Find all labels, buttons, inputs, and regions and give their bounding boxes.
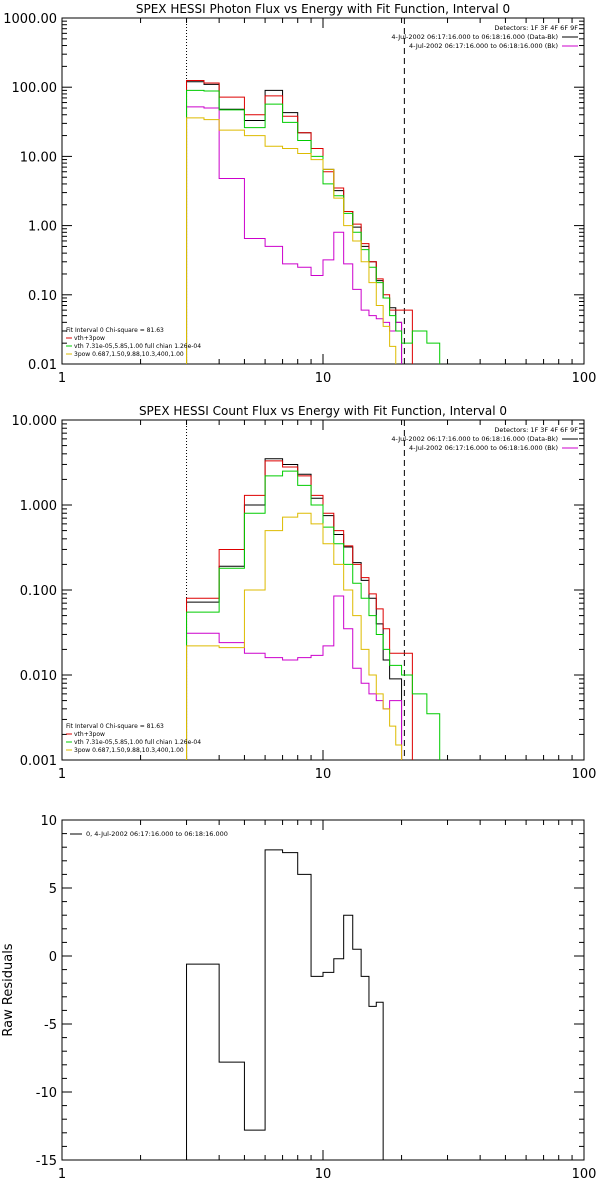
- legend-entry: 0, 4-Jul-2002 06:17:16.000 to 06:18:16.0…: [86, 830, 228, 838]
- x-tick-label: 1: [58, 1167, 66, 1182]
- y-tick-label: 5: [49, 882, 57, 897]
- x-tick-label: 1: [58, 371, 66, 386]
- chart-title: SPEX HESSI Photon Flux vs Energy with Fi…: [136, 2, 510, 16]
- x-tick-label: 10: [315, 1167, 332, 1182]
- plot-frame: [61, 819, 585, 1161]
- legend-top-entry: Detectors: 1F 3F 4F 6F 9F: [494, 24, 578, 32]
- y-tick-label: -5: [44, 1018, 57, 1033]
- y-tick-label: 0.100: [20, 584, 57, 599]
- series-vth: [186, 89, 441, 364]
- legend-top-entry: 4-Jul-2002 06:17:16.000 to 06:18:16.000 …: [391, 435, 558, 443]
- series-bk: [186, 106, 403, 364]
- fit-legend-entry: 3pow 0.687,1.50,9.88,10.3,400,1.00: [74, 747, 184, 754]
- x-tick-label: 100: [572, 1167, 597, 1182]
- series-vth: [186, 470, 441, 760]
- series-vth-3pow: [186, 460, 413, 760]
- y-tick-label: 0: [49, 950, 57, 965]
- fit-legend-entry: Fit Interval 0 Chi-square = 81.63: [66, 327, 164, 334]
- x-tick-label: 100: [572, 767, 597, 782]
- series-3pow: [186, 512, 403, 760]
- y-tick-label: 100.00: [12, 81, 58, 96]
- x-tick-label: 10: [315, 767, 332, 782]
- plot-frame: [61, 419, 585, 761]
- y-tick-label: 0.010: [20, 669, 57, 684]
- y-tick-label: -15: [36, 1154, 57, 1169]
- plot-frame: [61, 17, 585, 365]
- y-tick-label: 10.00: [20, 150, 57, 165]
- photon-flux-chart: SPEX HESSI Photon Flux vs Energy with Fi…: [3, 2, 596, 386]
- y-tick-label: -10: [36, 1086, 57, 1101]
- fit-legend-entry: Fit Interval 0 Chi-square = 81.63: [66, 723, 164, 730]
- series-bk: [186, 595, 403, 760]
- fit-legend-entry: vth 7.31e-05,5.85,1.00 full chian 1.26e-…: [74, 343, 201, 350]
- fit-legend-entry: 3pow 0.687,1.50,9.88,10.3,400,1.00: [74, 351, 184, 358]
- y-tick-label: 10.000: [12, 414, 58, 429]
- legend-top-entry: 4-Jul-2002 06:17:16.000 to 06:18:16.000 …: [391, 33, 558, 41]
- y-tick-label: 10: [40, 814, 57, 829]
- legend-top-entry: 4-Jul-2002 06:17:16.000 to 06:18:16.000 …: [409, 444, 558, 452]
- y-axis-label: Raw Residuals: [1, 943, 16, 1036]
- y-tick-label: 1.00: [28, 220, 57, 235]
- series-0: [186, 849, 384, 1160]
- chart-title: SPEX HESSI Count Flux vs Energy with Fit…: [139, 404, 507, 418]
- y-tick-label: 1.000: [20, 499, 57, 514]
- y-tick-label: 0.001: [20, 754, 57, 769]
- legend-top-entry: 4-Jul-2002 06:17:16.000 to 06:18:16.000 …: [409, 42, 558, 50]
- fit-legend-entry: vth+3pow: [74, 335, 105, 342]
- x-tick-label: 10: [315, 371, 332, 386]
- y-tick-label: 0.10: [28, 289, 57, 304]
- raw-residuals-chart: 1 10 100 -15 -10 -5 0 5 10 Raw Residuals 0, 4-Jul-…: [1, 814, 596, 1182]
- y-tick-label: 0.01: [28, 358, 57, 373]
- legend-top-entry: Detectors: 1F 3F 4F 6F 9F: [494, 426, 578, 434]
- y-tick-label: 1000.00: [3, 12, 57, 27]
- fit-legend-entry: vth 7.31e-05,5.85,1.00 full chian 1.26e-…: [74, 739, 201, 746]
- series-3pow: [186, 117, 397, 364]
- x-tick-label: 1: [58, 767, 66, 782]
- fit-legend-entry: vth+3pow: [74, 731, 105, 738]
- count-flux-chart: SPEX HESSI Count Flux vs Energy with Fit…: [12, 404, 597, 782]
- x-tick-label: 100: [572, 371, 597, 386]
- series-vth-3pow: [186, 79, 413, 364]
